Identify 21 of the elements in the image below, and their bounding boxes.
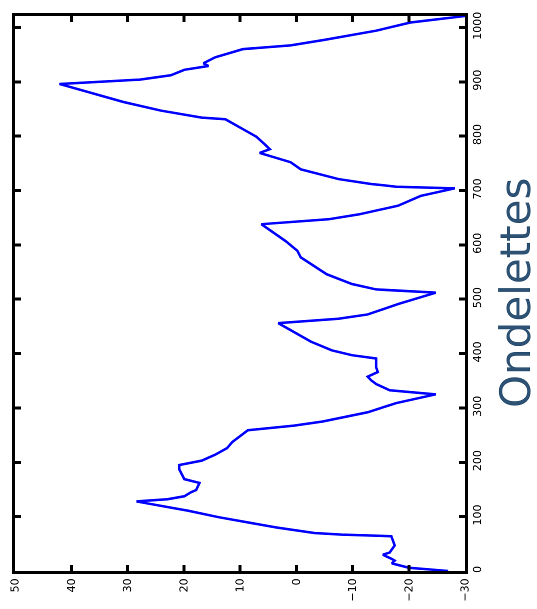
y-tick-label: 800 — [471, 124, 484, 145]
x-tick-label: −20 — [402, 578, 416, 602]
x-tick-label: −10 — [346, 578, 360, 602]
x-tick-label: 20 — [177, 578, 190, 592]
x-tick-label: 0 — [290, 578, 303, 586]
x-tick-label: 10 — [234, 578, 247, 592]
x-tick-label: 50 — [8, 578, 22, 592]
y-tick-label: 900 — [471, 70, 484, 91]
y-tick-label: 1000 — [471, 12, 484, 40]
x-tick-label: 30 — [121, 578, 134, 592]
y-tick-label: 100 — [471, 504, 484, 526]
y-tick-label: 700 — [471, 178, 484, 200]
x-tick-label: −30 — [458, 578, 472, 602]
y-tick-label: 400 — [471, 341, 484, 362]
y-tick-label: 600 — [471, 232, 484, 254]
y-tick-label: 0 — [471, 566, 484, 573]
y-tick-label: 300 — [471, 396, 484, 417]
y-tick-label: 200 — [471, 450, 484, 472]
text: Ondelettes — [491, 178, 537, 408]
y-tick-label: 500 — [471, 287, 484, 308]
x-tick-label: 40 — [64, 578, 78, 592]
